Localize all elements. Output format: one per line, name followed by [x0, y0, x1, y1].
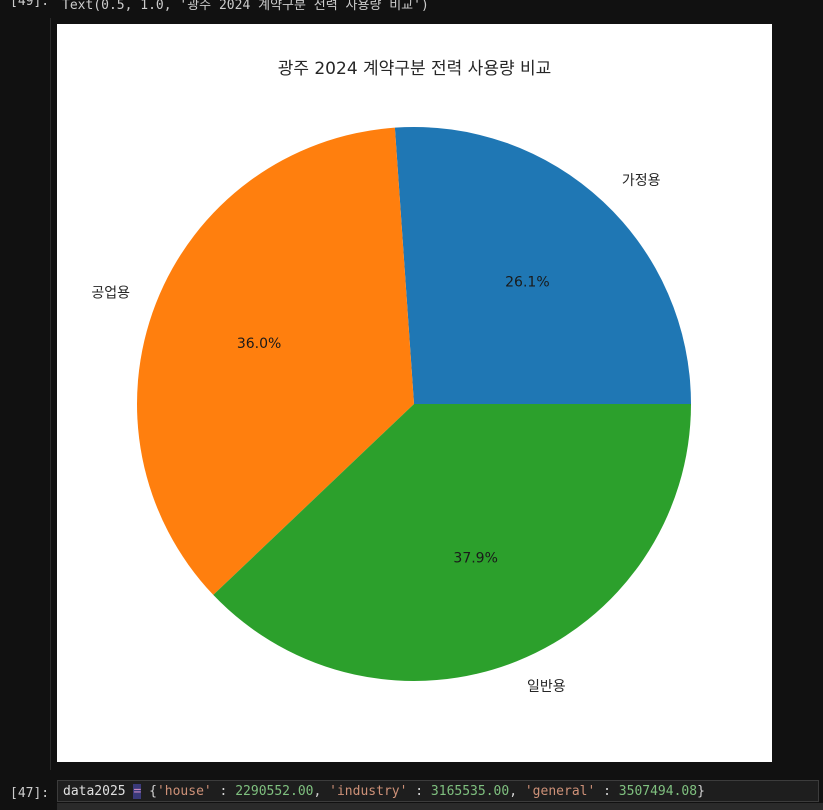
code-brace-open: {: [149, 784, 157, 799]
pie-chart: 26.1% 가정용 36.0% 공업용 37.9% 일반용: [91, 127, 691, 695]
code-comma: ,: [509, 784, 525, 799]
code-value-industry: 3165535.00: [430, 784, 510, 799]
pie-category-label: 가정용: [622, 173, 661, 189]
pie-category-label: 공업용: [91, 286, 130, 302]
chart-figure: 26.1% 가정용 36.0% 공업용 37.9% 일반용 광주 2024 계약구분 전력…: [57, 24, 772, 762]
output-cell-header: [49]: Text(0.5, 1.0, '광주 2024 계약구분 전력 사용…: [0, 0, 823, 20]
code-colon: :: [595, 784, 619, 799]
code-key-industry: 'industry': [329, 784, 408, 799]
code-colon: :: [211, 784, 236, 799]
pie-slice-2: [136, 127, 414, 595]
code-value-general: 3507494.08: [618, 784, 698, 799]
pie-slice-1: [394, 127, 691, 404]
pie-percent-label: 36.0%: [237, 336, 281, 352]
pie-slice-3: [213, 404, 691, 681]
code-editor[interactable]: data2025 = {'house' : 2290552.00, 'indus…: [57, 780, 819, 802]
code-key-general: 'general': [524, 784, 596, 799]
cell-prompt-bottom: [47]:: [10, 786, 50, 801]
cell-prompt: [49]:: [10, 0, 50, 9]
code-variable: data2025: [63, 784, 126, 799]
code-cell: [47]: data2025 = {'house' : 2290552.00, …: [0, 778, 823, 810]
code-comma: ,: [313, 784, 330, 799]
horizontal-scrollbar[interactable]: [57, 803, 823, 810]
code-key-house: 'house': [156, 784, 212, 799]
pie-percent-label: 26.1%: [505, 274, 549, 290]
cell-output-text: Text(0.5, 1.0, '광주 2024 계약구분 전력 사용량 비교'): [62, 0, 429, 13]
pie-category-label: 일반용: [527, 679, 566, 695]
code-colon: :: [407, 784, 431, 799]
code-line: data2025 = {'house' : 2290552.00, 'indus…: [63, 784, 705, 799]
code-value-house: 2290552.00: [235, 784, 314, 799]
code-operator: =: [133, 784, 142, 799]
pie-percent-label: 37.9%: [453, 550, 497, 566]
chart-title: 광주 2024 계약구분 전력 사용량 비교: [277, 59, 552, 79]
output-area-border: [50, 18, 823, 770]
code-brace-close: }: [697, 784, 705, 799]
